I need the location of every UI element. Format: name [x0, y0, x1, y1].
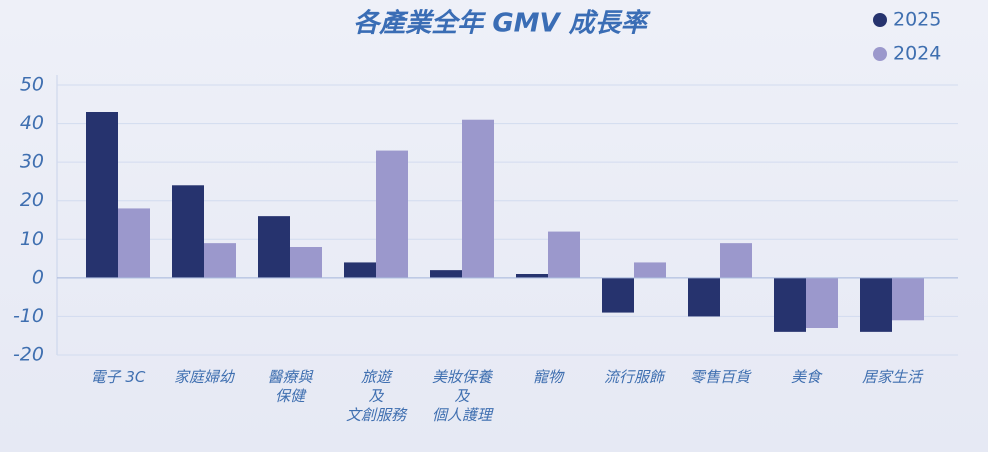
x-tick-label: 電子 3C: [90, 368, 146, 386]
chart-title: 各產業全年 GMV 成長率: [353, 9, 650, 39]
bar: [720, 243, 752, 278]
x-tick-label: 零售百貨: [689, 368, 750, 386]
x-tick-label: 醫療與 保健: [267, 368, 313, 405]
legend-label: 2025: [893, 9, 941, 31]
y-tick-label: 30: [20, 151, 44, 173]
bar: [172, 185, 204, 278]
bar: [806, 277, 838, 328]
bar: [376, 150, 408, 278]
y-tick-label: 50: [20, 74, 44, 96]
bar: [344, 262, 376, 278]
bar: [688, 277, 720, 317]
legend-marker: [873, 47, 887, 61]
x-tick-label: 美妝保養 及 個人護理: [431, 368, 492, 424]
bar: [118, 208, 150, 278]
bar: [290, 247, 322, 278]
bar: [548, 231, 580, 278]
bar: [516, 274, 548, 278]
bar: [860, 277, 892, 332]
y-tick-label: 40: [20, 112, 44, 134]
bar: [892, 277, 924, 321]
bar: [462, 119, 494, 278]
bar: [86, 112, 118, 278]
bar: [774, 277, 806, 332]
y-tick-label: -10: [13, 305, 44, 327]
bar: [602, 277, 634, 313]
y-tick-label: -20: [13, 344, 44, 366]
legend-marker: [873, 13, 887, 27]
y-tick-label: 10: [20, 228, 44, 250]
x-tick-label: 居家生活: [861, 368, 922, 386]
bar: [204, 243, 236, 278]
x-tick-label: 寵物: [532, 368, 563, 386]
bar: [258, 216, 290, 278]
x-tick-label: 流行服飾: [603, 368, 664, 386]
bar: [634, 262, 666, 278]
legend-label: 2024: [893, 43, 941, 65]
y-tick-label: 20: [20, 189, 44, 211]
bar: [430, 270, 462, 278]
x-tick-label: 家庭婦幼: [173, 368, 234, 386]
x-tick-label: 旅遊 及 文創服務: [345, 368, 406, 424]
x-tick-label: 美食: [790, 368, 821, 386]
y-tick-label: 0: [32, 266, 44, 288]
